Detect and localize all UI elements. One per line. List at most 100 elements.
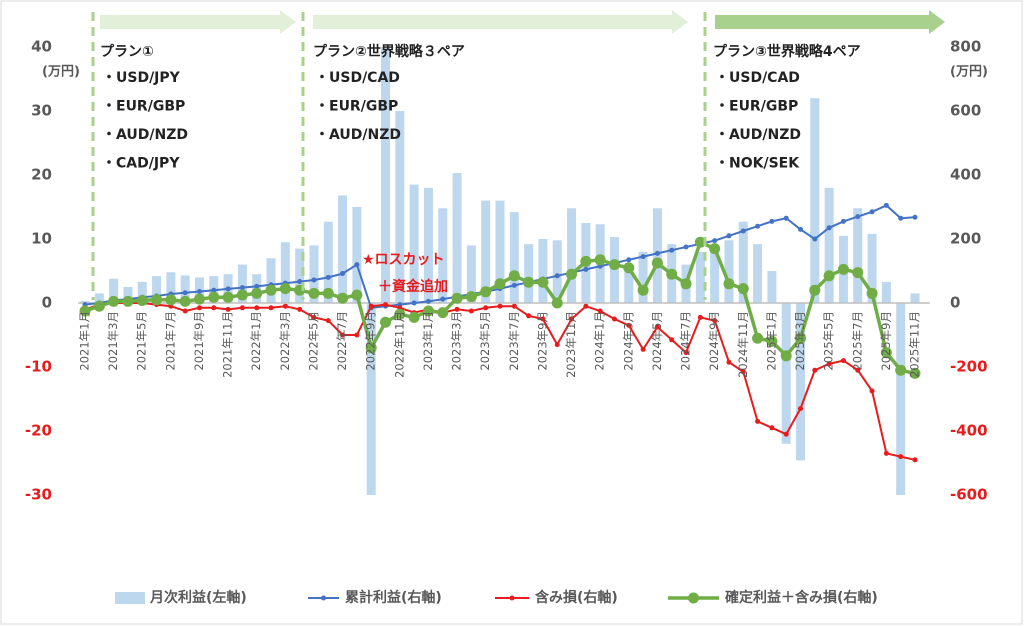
point: [554, 273, 560, 279]
point: [626, 257, 632, 263]
point: [869, 388, 875, 394]
y2-tick-label: -600: [950, 486, 988, 504]
bar: [152, 276, 162, 303]
x-tick-label: 2023年5月: [478, 311, 492, 371]
point: [523, 276, 535, 288]
x-tick-label: 2021年9月: [192, 311, 206, 371]
bar: [753, 244, 763, 303]
point: [883, 450, 889, 456]
bar: [423, 187, 433, 303]
bar: [796, 303, 806, 461]
point: [766, 335, 778, 347]
point: [325, 318, 331, 324]
y-unit-label: (万円): [42, 65, 80, 80]
bar: [781, 303, 791, 444]
x-tick-label: 2024年3月: [621, 311, 635, 371]
y-tick-label: 40: [31, 38, 52, 56]
point: [151, 294, 163, 306]
x-tick-label: 2025年11月: [908, 311, 922, 378]
x-tick-label: 2025年5月: [822, 311, 836, 371]
point: [497, 303, 503, 309]
y-tick-label: -30: [25, 486, 52, 504]
point: [437, 307, 449, 319]
y2-tick-label: 600: [950, 102, 981, 120]
point: [411, 300, 417, 306]
y-tick-label: -10: [25, 358, 52, 376]
point: [640, 254, 646, 260]
bar: [853, 208, 863, 303]
point: [354, 332, 360, 338]
point: [254, 283, 260, 289]
plan-arrow: [313, 10, 688, 34]
point: [654, 324, 660, 330]
bar: [123, 287, 133, 303]
x-tick-label: 2024年11月: [736, 311, 750, 378]
point: [611, 316, 617, 322]
point: [311, 277, 317, 283]
plan-pair: ・NOK/SEK: [715, 156, 800, 172]
bar: [638, 251, 648, 303]
bar: [295, 248, 305, 303]
point: [297, 306, 303, 312]
point: [193, 293, 205, 305]
point: [311, 314, 317, 320]
point: [608, 259, 620, 271]
point: [211, 305, 217, 311]
y2-tick-label: 0: [950, 294, 960, 312]
bar: [481, 200, 491, 303]
point: [196, 305, 202, 311]
point: [225, 286, 231, 292]
point: [697, 314, 703, 320]
y2-tick-label: -400: [950, 422, 988, 440]
bar: [94, 293, 104, 303]
point: [669, 247, 675, 253]
x-tick-label: 2023年1月: [421, 311, 435, 371]
point: [511, 303, 517, 309]
point: [912, 214, 918, 220]
x-tick-label: 2021年5月: [135, 311, 149, 371]
point: [239, 305, 245, 311]
point: [737, 283, 749, 295]
point: [594, 254, 606, 266]
point: [325, 274, 331, 280]
bar: [166, 272, 176, 303]
point: [640, 346, 646, 352]
bar: [352, 207, 362, 303]
point: [752, 332, 764, 344]
point: [798, 226, 804, 232]
point: [869, 209, 875, 215]
bar: [624, 271, 634, 303]
bar: [109, 278, 119, 303]
x-tick-label: 2025年7月: [850, 311, 864, 371]
point: [494, 278, 506, 290]
point: [182, 308, 188, 314]
point: [895, 364, 907, 376]
point: [322, 287, 334, 299]
point: [282, 303, 288, 309]
bar: [137, 281, 147, 303]
annotation: ＋資金追加: [378, 278, 448, 295]
bar: [395, 111, 405, 303]
point: [769, 425, 775, 431]
point: [354, 262, 360, 268]
bar: [280, 242, 290, 303]
point: [440, 296, 446, 302]
point: [122, 295, 134, 307]
plan-title: プラン①: [100, 44, 154, 60]
point: [798, 406, 804, 412]
point: [340, 271, 346, 277]
point: [79, 305, 91, 317]
point: [780, 350, 792, 362]
point: [537, 276, 549, 288]
bar: [896, 303, 906, 495]
point: [566, 268, 578, 280]
plan-title: プラン②世界戦略３ペア: [313, 43, 465, 60]
point: [651, 257, 663, 269]
x-tick-label: 2024年9月: [707, 311, 721, 371]
plan-pair: ・EUR/GBP: [102, 99, 185, 115]
bar: [80, 301, 90, 303]
point: [351, 289, 363, 301]
point: [383, 302, 389, 308]
point: [196, 288, 202, 294]
